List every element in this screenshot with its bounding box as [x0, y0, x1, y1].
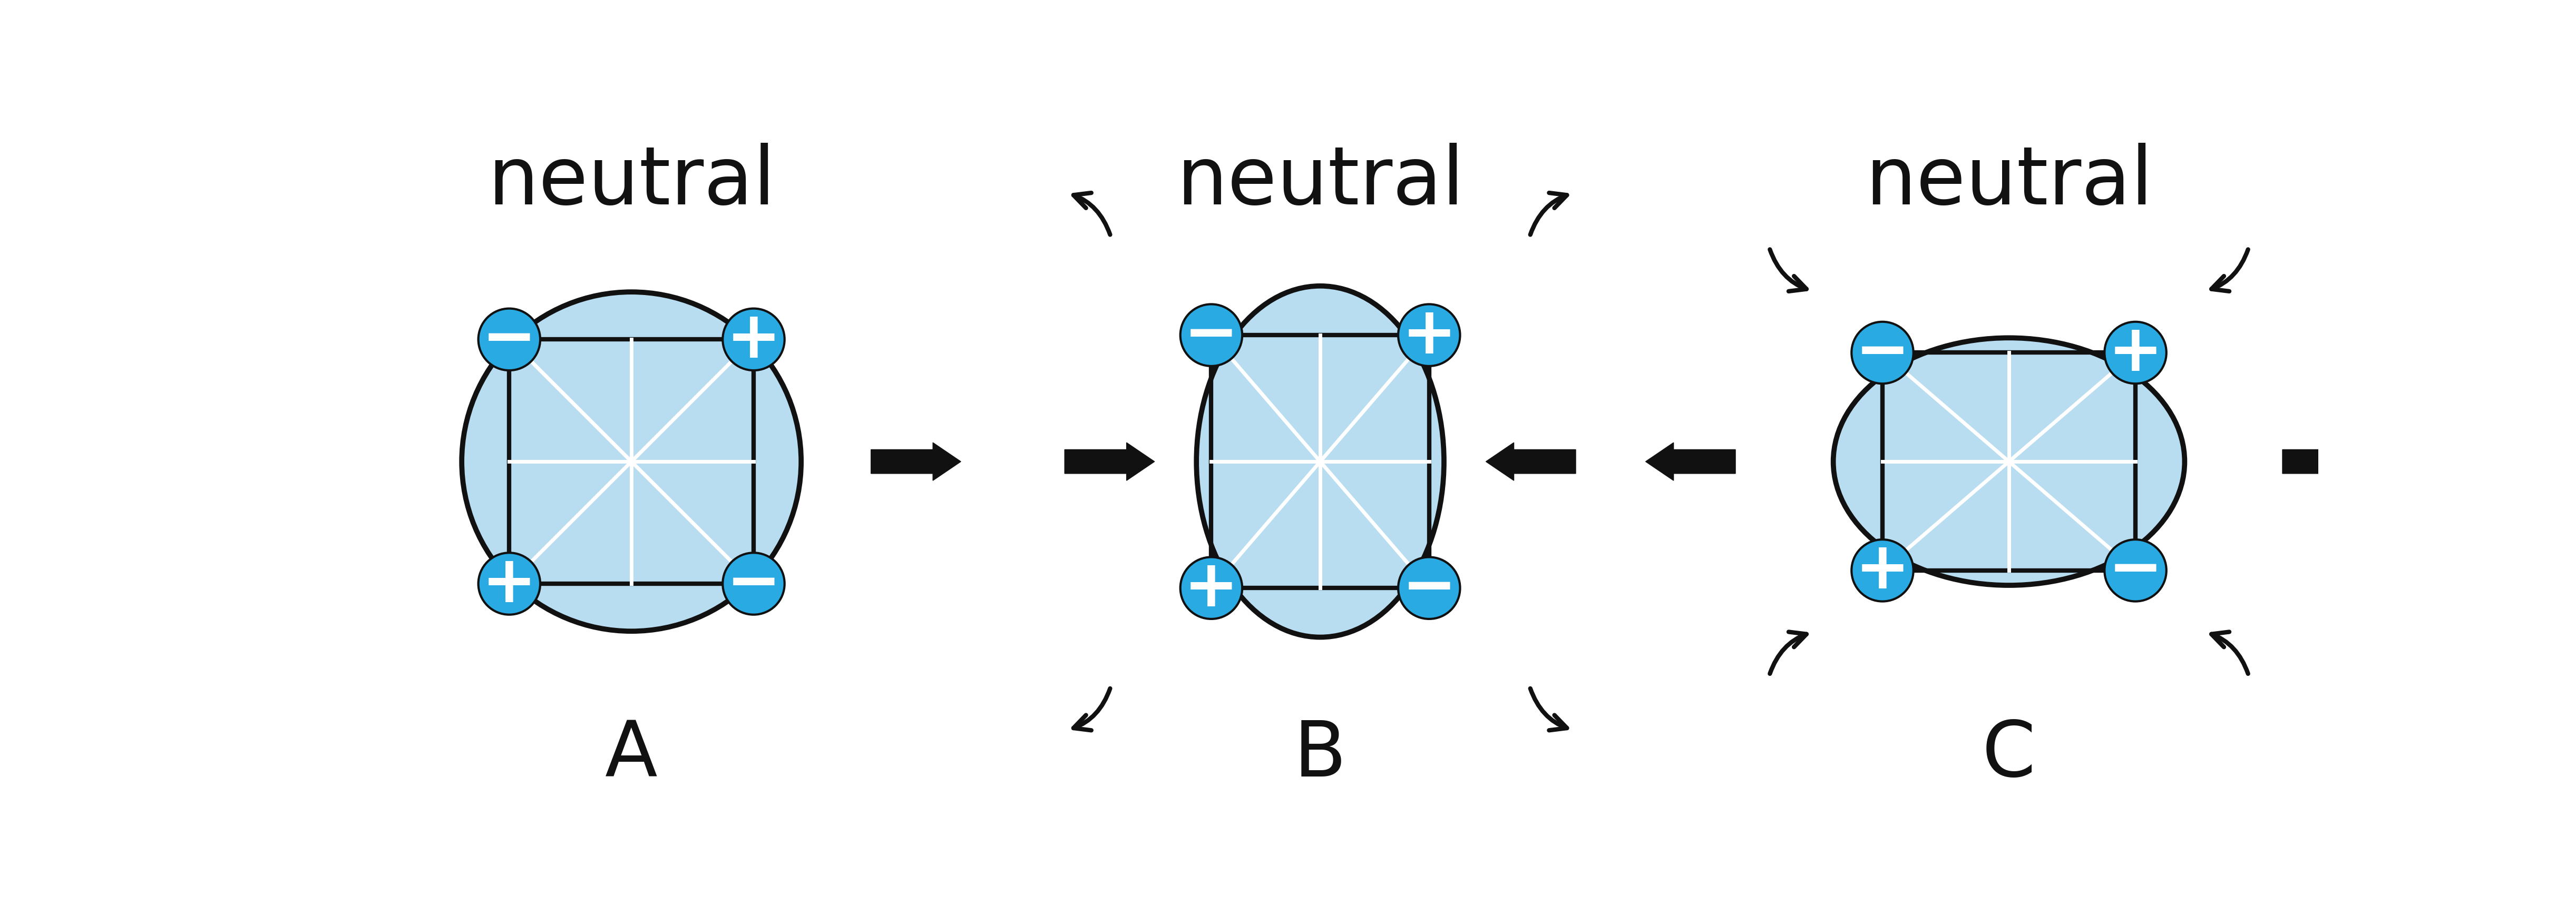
FancyArrow shape	[871, 442, 961, 481]
Text: +: +	[1401, 303, 1455, 367]
Ellipse shape	[1834, 338, 2184, 585]
Text: −: −	[1401, 556, 1455, 620]
Text: +: +	[1185, 556, 1239, 620]
Text: A: A	[605, 717, 657, 792]
Text: neutral: neutral	[487, 143, 775, 221]
Circle shape	[724, 309, 786, 370]
Circle shape	[2105, 539, 2166, 601]
Text: +: +	[2107, 321, 2164, 385]
Circle shape	[1399, 304, 1461, 367]
Text: +: +	[726, 308, 781, 371]
Circle shape	[1852, 539, 1914, 601]
Circle shape	[1180, 557, 1242, 619]
Circle shape	[1852, 322, 1914, 384]
Text: −: −	[726, 552, 781, 615]
Text: +: +	[1855, 538, 1909, 602]
Circle shape	[1180, 304, 1242, 367]
Text: −: −	[1185, 303, 1239, 367]
Text: −: −	[1855, 321, 1909, 385]
FancyArrow shape	[1646, 442, 1736, 481]
Ellipse shape	[1195, 286, 1445, 637]
Circle shape	[1399, 557, 1461, 619]
Circle shape	[479, 553, 541, 614]
Ellipse shape	[461, 292, 801, 632]
Text: +: +	[482, 552, 536, 615]
Circle shape	[724, 553, 786, 614]
Text: neutral: neutral	[1865, 143, 2154, 221]
Text: C: C	[1981, 717, 2035, 792]
FancyArrow shape	[1064, 442, 1154, 481]
FancyArrow shape	[1486, 442, 1577, 481]
Text: −: −	[482, 308, 536, 371]
Text: B: B	[1293, 717, 1347, 792]
FancyArrow shape	[2282, 442, 2372, 481]
Circle shape	[2105, 322, 2166, 384]
Circle shape	[479, 309, 541, 370]
Text: neutral: neutral	[1177, 143, 1463, 221]
Text: −: −	[2107, 538, 2164, 602]
